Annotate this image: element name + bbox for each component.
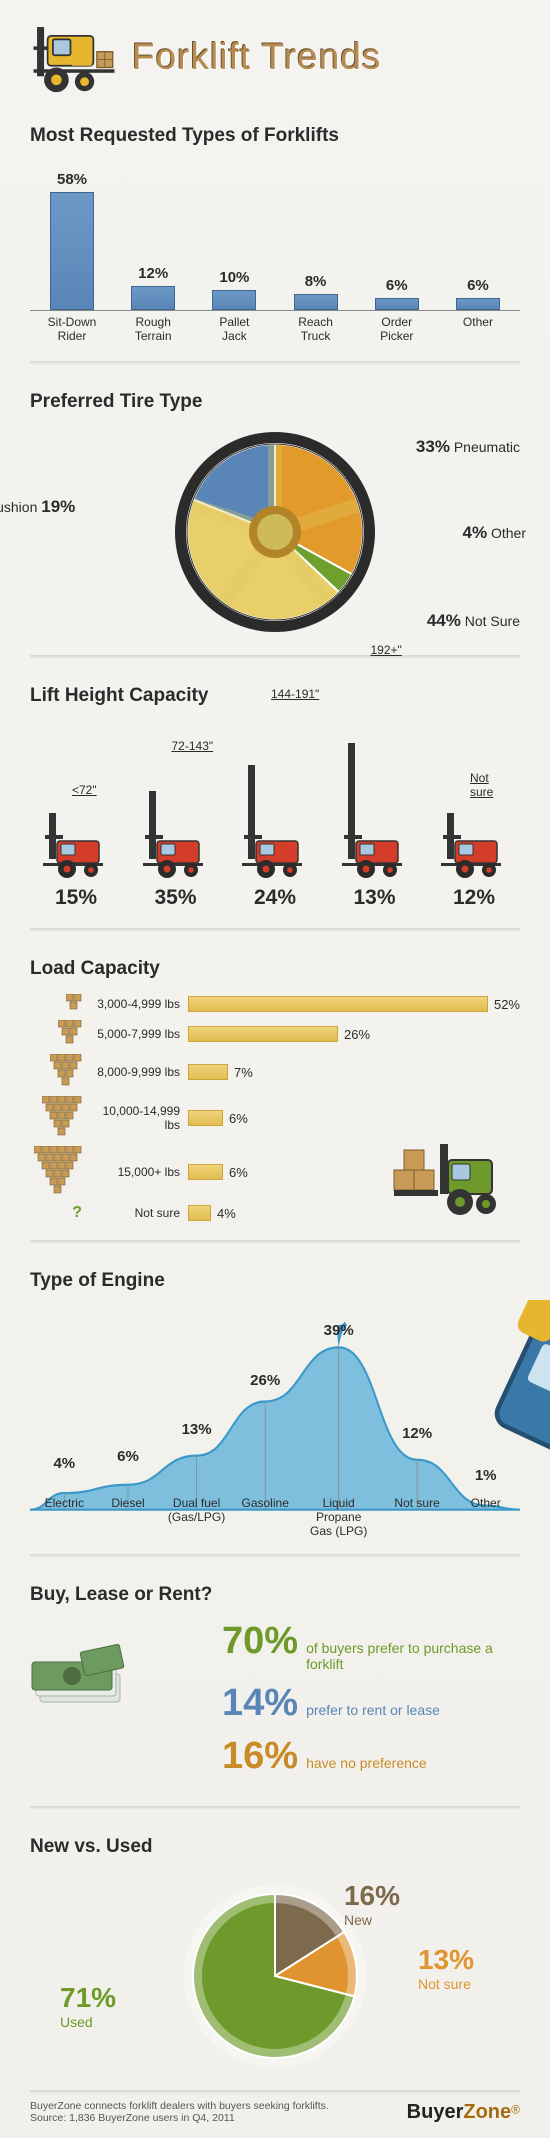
- header: Forklift Trends: [30, 20, 520, 95]
- types-bar: 58%: [32, 171, 112, 310]
- load-row: 5,000-7,999 lbs 26%: [30, 1020, 520, 1048]
- load-heading: Load Capacity: [30, 958, 520, 980]
- types-bar: 8%: [276, 273, 356, 310]
- page-title: Forklift Trends: [132, 36, 381, 78]
- buy-line: 16%have no preference: [222, 1735, 520, 1778]
- types-bar: 12%: [113, 265, 193, 310]
- footer: BuyerZone connects forklift dealers with…: [30, 2100, 520, 2124]
- money-icon: [30, 1640, 140, 1720]
- types-bar-chart: 58%12%10%8%6%6%: [30, 161, 520, 311]
- engine-heading: Type of Engine: [30, 1270, 520, 1292]
- tire-pie: 33% Pneumatic 4% Other 44% Not Sure Cush…: [30, 427, 520, 637]
- nvu-pie: 16%New 13%Not sure 71%Used: [30, 1872, 520, 2072]
- nvu-heading: New vs. Used: [30, 1836, 520, 1858]
- types-bar: 6%: [438, 277, 518, 310]
- types-bar: 6%: [357, 277, 437, 310]
- buy-line: 14%prefer to rent or lease: [222, 1682, 520, 1725]
- tire-heading: Preferred Tire Type: [30, 391, 520, 413]
- lift-item: 72-143" 35%: [130, 791, 222, 910]
- lift-item: Notsure 12%: [428, 813, 520, 910]
- load-row: 8,000-9,999 lbs 7%: [30, 1054, 520, 1090]
- load-row: 10,000-14,999 lbs 6%: [30, 1096, 520, 1140]
- lift-height-row: <72" 15% 72-143" 35% 1: [30, 743, 520, 910]
- lift-item: 144-191" 24%: [229, 765, 321, 910]
- buy-line: 70%of buyers prefer to purchase a forkli…: [222, 1620, 520, 1672]
- buyerzone-logo: BuyerZone®: [407, 2101, 520, 2124]
- footer-line2: Source: 1,836 BuyerZone users in Q4, 201…: [30, 2112, 329, 2124]
- types-labels: Sit-DownRiderRoughTerrainPalletJackReach…: [30, 311, 520, 344]
- types-bar: 10%: [194, 269, 274, 310]
- engine-wave-chart: 4%Electric6%Diesel13%Dual fuel(Gas/LPG)2…: [30, 1306, 520, 1536]
- load-capacity-chart: 3,000-4,999 lbs 52% 5,000-7,999 lbs 26% 8,…: [30, 994, 520, 1222]
- buy-heading: Buy, Lease or Rent?: [30, 1584, 520, 1606]
- lift-item: <72" 15%: [30, 813, 122, 910]
- types-heading: Most Requested Types of Forklifts: [30, 125, 520, 147]
- footer-line1: BuyerZone connects forklift dealers with…: [30, 2100, 329, 2112]
- forklift-icon: [30, 20, 118, 95]
- buy-lease-block: 70%of buyers prefer to purchase a forkli…: [30, 1620, 520, 1788]
- load-row: 3,000-4,999 lbs 52%: [30, 994, 520, 1014]
- lift-item: 192+" 13%: [329, 743, 421, 910]
- green-forklift-icon: [392, 1136, 502, 1226]
